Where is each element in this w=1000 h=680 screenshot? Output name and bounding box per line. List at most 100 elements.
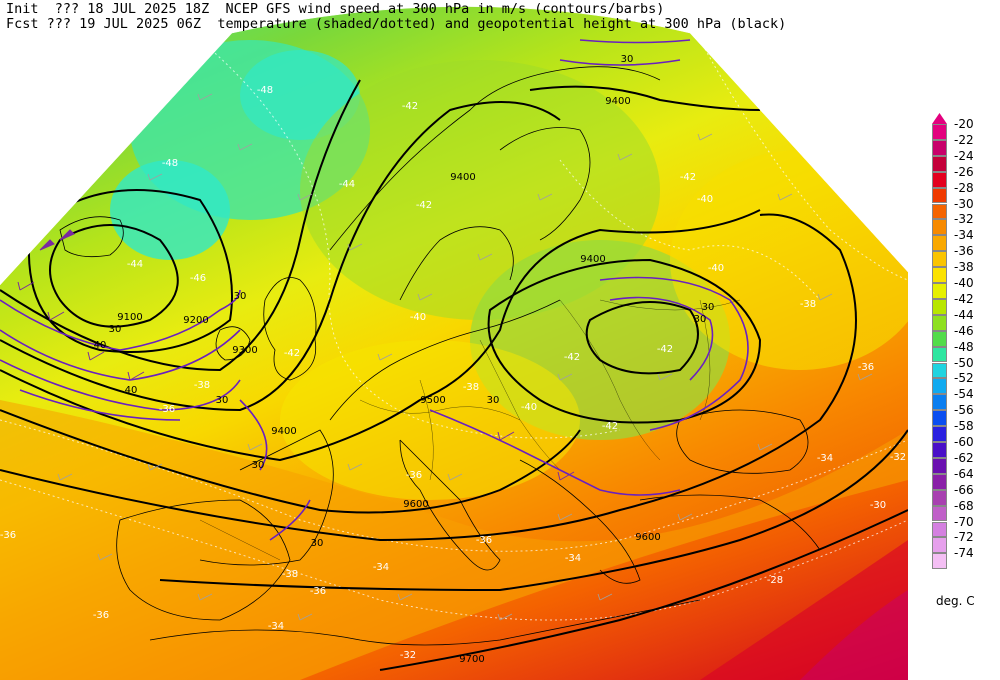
height-label: 9400 xyxy=(271,426,296,437)
wind-label: 30 xyxy=(216,395,229,406)
colorbar-label: -70 xyxy=(954,514,974,529)
wind-label: 30 xyxy=(621,54,634,65)
temp-label: -42 xyxy=(284,348,300,359)
temp-label: -36 xyxy=(159,404,175,415)
wind-label: 40 xyxy=(94,340,107,351)
wind-label: 30 xyxy=(311,538,324,549)
height-contour-labels: 9100 9200 9300 9400 9400 9400 9400 9500 … xyxy=(117,96,660,665)
colorbar-swatch xyxy=(932,283,947,299)
colorbar-swatch xyxy=(932,378,947,395)
colorbar-label: -54 xyxy=(954,387,974,402)
temp-label: -40 xyxy=(697,194,713,205)
colorbar-label: -74 xyxy=(954,546,974,561)
colorbar-label: -68 xyxy=(954,498,974,513)
colorbar-swatch xyxy=(932,394,947,411)
height-label: 9300 xyxy=(232,345,257,356)
colorbar-swatch xyxy=(932,139,947,156)
temp-label: -42 xyxy=(416,200,432,211)
colorbar-swatch xyxy=(932,521,947,538)
colorbar-swatch xyxy=(932,155,947,172)
colorbar-label: -36 xyxy=(954,244,974,259)
colorbar-label: -28 xyxy=(954,180,974,195)
colorbar-swatch xyxy=(932,203,947,220)
colorbar-swatch xyxy=(932,553,947,570)
borders xyxy=(199,299,741,561)
colorbar-swatch xyxy=(932,489,947,506)
temp-label: -36 xyxy=(858,362,874,373)
colorbar-swatch xyxy=(932,505,947,522)
colorbar-label: -40 xyxy=(954,276,974,290)
map-boundary xyxy=(0,6,909,286)
colorbar-swatch xyxy=(932,442,947,458)
colorbar-label: -44 xyxy=(954,307,974,322)
weather-map: 9100 9200 9300 9400 9400 9400 9400 9500 … xyxy=(0,6,909,680)
wind-barbs xyxy=(57,93,873,621)
height-contours xyxy=(0,79,908,671)
colorbar-swatch xyxy=(932,457,947,474)
height-label: 9200 xyxy=(183,315,208,326)
temp-label: -32 xyxy=(400,650,416,661)
temp-label: -30 xyxy=(870,500,886,511)
colorbar-label: -56 xyxy=(954,403,974,418)
colorbar-swatch xyxy=(932,426,947,442)
colorbar-label: -42 xyxy=(954,291,974,306)
temp-label: -42 xyxy=(402,101,418,112)
colorbar-label: -26 xyxy=(954,164,974,179)
temp-label: -34 xyxy=(565,553,581,564)
temp-label: -42 xyxy=(680,172,696,183)
wind-label: 30 xyxy=(702,302,715,313)
colorbar-swatch xyxy=(932,235,947,252)
height-label: 9400 xyxy=(580,254,605,265)
wind-contours xyxy=(0,39,749,541)
colorbar-arrow-icon xyxy=(932,113,947,124)
temp-label: -40 xyxy=(708,263,724,274)
temp-label: -38 xyxy=(463,382,479,393)
colorbar-label: -30 xyxy=(954,196,974,211)
header-line-2: Fcst ??? 19 JUL 2025 06Z temperature (sh… xyxy=(6,16,787,32)
colorbar-swatch xyxy=(932,171,947,188)
colorbar-label: -50 xyxy=(954,355,974,370)
colorbar-label: -46 xyxy=(954,323,974,338)
temp-label: -28 xyxy=(767,575,783,586)
colorbar-swatch xyxy=(932,187,947,204)
colorbar-swatch xyxy=(932,346,947,363)
temp-label: -36 xyxy=(310,586,326,597)
colorbar-label: -64 xyxy=(954,466,974,481)
temp-label: -36 xyxy=(0,530,16,541)
height-label: 9500 xyxy=(420,395,445,406)
colorbar-units: deg. C xyxy=(936,594,975,608)
temp-label: -38 xyxy=(282,569,298,580)
temp-label: -38 xyxy=(800,299,816,310)
height-label: 9600 xyxy=(403,499,428,510)
temp-label: -32 xyxy=(890,452,906,463)
colorbar-swatch xyxy=(932,298,947,315)
height-label: 9600 xyxy=(635,532,660,543)
temp-label: -42 xyxy=(564,352,580,363)
height-label: 9700 xyxy=(459,654,484,665)
temp-label: -42 xyxy=(602,421,618,432)
colorbar-label: -72 xyxy=(954,530,974,545)
temp-label: -48 xyxy=(257,85,273,96)
colorbar-label: -62 xyxy=(954,450,974,465)
colorbar-label: -38 xyxy=(954,260,974,275)
colorbar-swatch xyxy=(932,330,947,347)
temp-label: -44 xyxy=(127,259,143,270)
colorbar-label: -32 xyxy=(954,212,974,227)
colorbar-label: -66 xyxy=(954,482,974,497)
colorbar-swatch xyxy=(932,124,947,140)
colorbar-swatch xyxy=(932,219,947,236)
temp-label: -48 xyxy=(162,158,178,169)
colorbar-label: -48 xyxy=(954,339,974,354)
colorbar-label: -60 xyxy=(954,435,974,449)
wind-label: 30 xyxy=(487,395,500,406)
temperature-labels: -48 -48 -46 -44 -42 -42 -44 -42 -40 -40 … xyxy=(0,85,906,661)
temp-label: -34 xyxy=(268,621,284,632)
height-label: 9400 xyxy=(450,172,475,183)
header-line-1: Init ??? 18 JUL 2025 18Z NCEP GFS wind s… xyxy=(6,1,665,17)
temp-label: -42 xyxy=(657,344,673,355)
temp-label: -44 xyxy=(339,179,355,190)
height-label: 9100 xyxy=(117,312,142,323)
wind-label: 40 xyxy=(125,385,138,396)
wind-label: 30 xyxy=(234,291,247,302)
colorbar-label: -34 xyxy=(954,228,974,243)
